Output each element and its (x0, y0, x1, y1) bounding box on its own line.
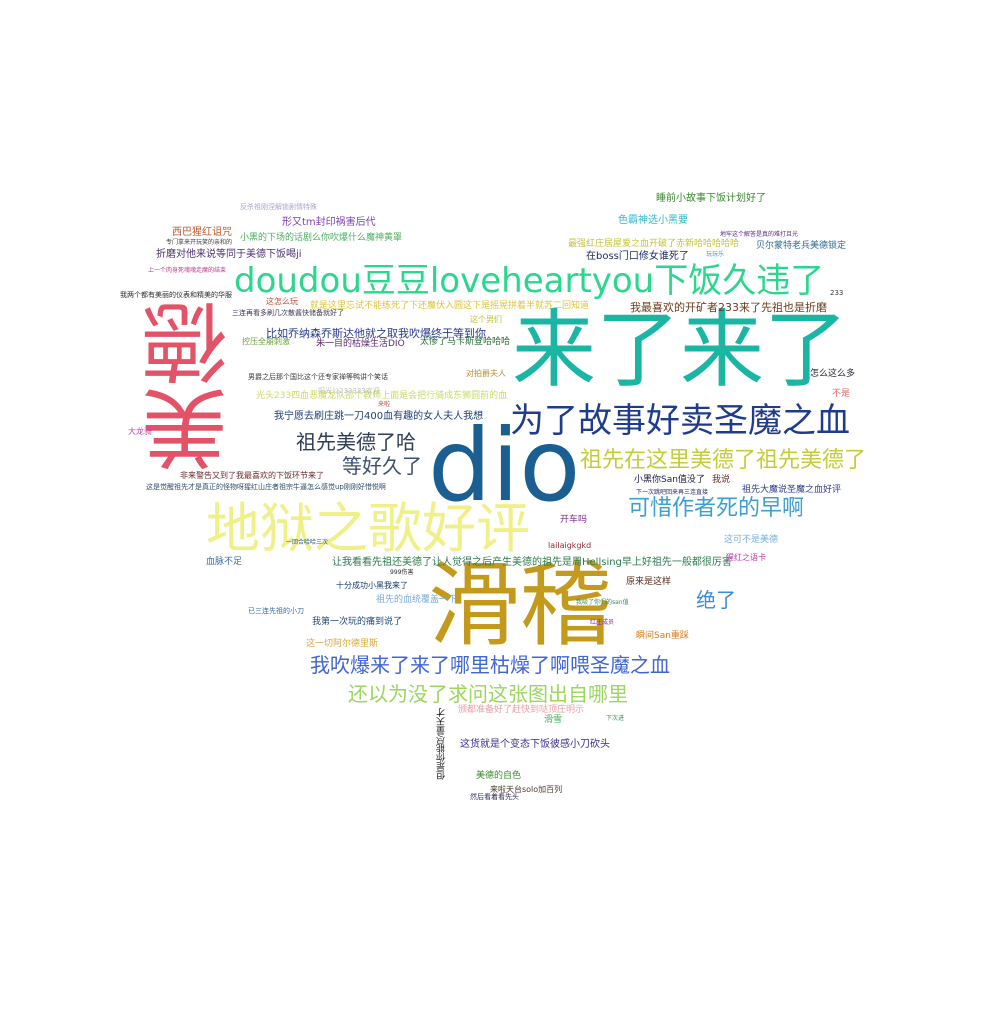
cloud-word: 来了来了 (512, 301, 849, 399)
cloud-word: 让我看看先祖还美德了让人觉得之后产生美德的祖先是周Hellsing早上好祖先一般… (332, 557, 732, 568)
cloud-word: 猩红之语卡 (726, 553, 766, 562)
cloud-word: 色霸神选小黑要 (618, 215, 688, 226)
cloud-word: 祖先在这里美德了祖先美德了 (580, 448, 867, 473)
cloud-word: 下一次跳吧回来再三连直接 (636, 489, 709, 496)
cloud-word: 我两个都有美丽的仪表和精美的华服 (120, 291, 232, 299)
cloud-word: 怎么这么多 (810, 369, 856, 379)
cloud-word: 可惜作者死的早啊 (628, 496, 805, 521)
cloud-word: 滑雪 (544, 715, 563, 725)
cloud-word: 朱一目的枯燥生活DIO (316, 339, 405, 349)
cloud-word: 滑稽 (428, 552, 613, 659)
cloud-word: 不是 (832, 389, 851, 399)
cloud-word: 已三连先祖的小刀 (248, 607, 304, 615)
cloud-word: 反杀祖刚涅解锁剧情特殊 (240, 203, 317, 211)
cloud-word: 小黑的下场的话剧么你吹爆什么魔神黄罩 (240, 233, 403, 243)
cloud-word: 太惨了马卡斯登哈哈哈 (420, 337, 511, 347)
cloud-word: doudou豆豆loveheartyou下饭久违了 (234, 261, 825, 301)
cloud-word: 形又tm封印祸害后代 (282, 217, 376, 228)
cloud-word: 开车吗 (560, 515, 588, 525)
cloud-word: 下次进 (606, 715, 625, 722)
cloud-word: 西巴猩红诅咒 (172, 227, 232, 238)
cloud-word: 来啦天台solo加百列 (490, 785, 563, 794)
cloud-word: 在boss门口修女谁死了 (586, 251, 689, 262)
cloud-word: 美德 (143, 300, 243, 472)
cloud-word: 比如乔纳森乔斯达他就之取我吹爆终于等到你 (266, 327, 486, 340)
cloud-word: 这货就是个变态下饭彼感小刀砍头 (460, 739, 610, 750)
cloud-word: lailaigkgkd (548, 541, 592, 550)
cloud-word: 祖先美德了哈 (296, 430, 416, 454)
cloud-word: 绝了 (696, 588, 736, 612)
cloud-word: 我说 (712, 475, 731, 485)
cloud-word: 我最喜欢的开矿者233来了先祖也是折磨 (630, 301, 827, 314)
cloud-word: 阳光公233333欢迎 (318, 387, 380, 395)
cloud-word: 我吸了你们的san值 (576, 599, 629, 606)
cloud-word: 小黑你San值没了 (634, 475, 705, 485)
cloud-word: 专门拿来开玩笑的亲和的 (166, 239, 233, 246)
cloud-word: 原来是这样 (626, 577, 672, 587)
cloud-word: 红庄成员 (590, 619, 615, 626)
cloud-word: 等好久了 (342, 454, 422, 478)
cloud-word: 血脉不足 (206, 557, 243, 567)
cloud-word: 这可不是美德 (724, 535, 779, 545)
cloud-word: 地牢这个解答是真的难打且光 (720, 231, 799, 238)
cloud-word: 这是觉醒祖先才是真正的怪物呀猩红山庄者祖宗牛逼怎么感觉up刚刚好惜悦啊 (146, 483, 386, 491)
cloud-word: 999伤害 (390, 569, 414, 576)
cloud-word: 祖先大魔说圣魔之血好评 (742, 485, 842, 495)
cloud-word: 三连再看多刷几次散酱快储备就好了 (232, 309, 344, 317)
cloud-word: 男爵之后那个国比这个还专家禅等鸭讲个笑话 (248, 373, 388, 381)
cloud-word: 折磨对他来说等同于美德下饭喝ji (156, 249, 302, 260)
cloud-word: 来啦 (378, 401, 391, 408)
cloud-word: 我吹爆来了来了哪里枯燥了啊喂圣魔之血 (310, 653, 670, 677)
cloud-word: 大龙骑 (128, 427, 152, 436)
cloud-word: 瞬间San重踩 (636, 631, 689, 641)
cloud-word: 颁都准备好了赶快到哒顶庄明示 (458, 705, 585, 715)
cloud-word: 光头233四血恶魔龙队部个教师上面是会把行骑成东狮圆前的血 (256, 391, 508, 401)
cloud-word: 然后看着看先头 (470, 793, 519, 801)
cloud-word: dio (428, 407, 581, 524)
cloud-word: 还以为没了求问这张图出自哪里 (348, 682, 628, 706)
cloud-word: 就是这里忘试不能练死了下还魔伏入圆这下是摇晃拼着半就苏二回知道 (310, 301, 590, 311)
cloud-word: 十分成功小黑我来了 (336, 581, 408, 590)
cloud-word: 非来警告又到了我最喜欢的下饭环节来了 (180, 471, 324, 480)
cloud-word: 地狱之歌好评 (206, 497, 530, 560)
cloud-word: 美德的自色 (476, 771, 522, 781)
cloud-word: 控压全崩刺激 (242, 337, 290, 346)
cloud-word: 睡前小故事下饭计划好了 (656, 193, 766, 204)
cloud-word: 最强红庄居屋爱之血开破了赤新哈哈哈哈哈 (568, 239, 740, 249)
cloud-word: 这一切阿尔德里斯 (306, 639, 379, 649)
cloud-word: 233 (830, 289, 844, 297)
cloud-word: 但是你能尽量天才 (437, 708, 447, 780)
cloud-word: 这怎么玩 (266, 297, 298, 306)
cloud-word: 一回合哈哈三次 (286, 539, 329, 546)
cloud-word: 我宁愿去刷庄跳一刀400血有趣的女人夫人我想 (274, 411, 484, 422)
cloud-word: 祖先的血统覆盖一下 (376, 595, 458, 605)
cloud-word: 贝尔蒙特老兵美德锁定 (756, 241, 847, 251)
cloud-word: 这个男们 (470, 315, 502, 324)
cloud-word: 为了故事好卖圣魔之血 (510, 401, 850, 441)
cloud-word: 上一个肉身死魂魂走魔的结束 (148, 267, 227, 274)
cloud-word: 我第一次玩的痛到说了 (312, 617, 403, 627)
cloud-word: 对拍爵夫人 (466, 369, 506, 378)
cloud-word: 玩玩乐 (706, 251, 725, 258)
